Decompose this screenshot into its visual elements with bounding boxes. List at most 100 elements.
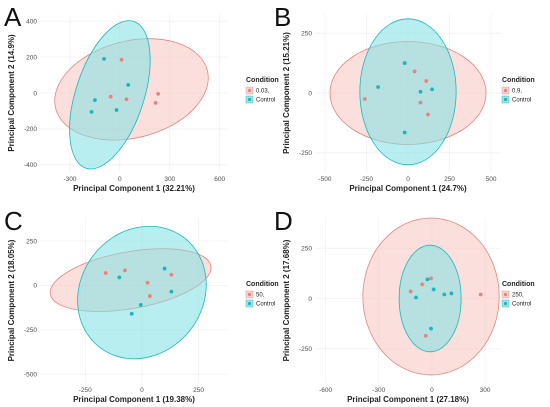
legend-key-point: [247, 301, 252, 306]
treated-point: [153, 100, 158, 105]
legend-title: Condition: [502, 281, 535, 288]
y-tick-label: -200: [24, 126, 37, 133]
y-tick-label: 200: [26, 54, 37, 61]
legend-key-point: [247, 88, 252, 93]
y-tick-label: -250: [299, 150, 312, 157]
y-tick-label: 0: [308, 90, 312, 97]
panel-letter: B: [274, 2, 291, 32]
confidence-ellipses: [329, 18, 487, 166]
control-point: [376, 85, 381, 89]
y-tick-label: -250: [24, 327, 37, 334]
x-tick-label: -250: [79, 387, 92, 394]
legend-key-point: [503, 97, 508, 102]
data-points: [362, 61, 434, 135]
x-tick-label: 250: [444, 176, 455, 183]
control-point: [169, 289, 174, 294]
treated-point: [169, 272, 174, 277]
treated-point: [420, 282, 425, 287]
legend: Condition 250, Control: [501, 281, 535, 308]
x-tick-label: 300: [480, 387, 491, 394]
y-tick-label: 400: [26, 18, 37, 25]
data-points: [408, 276, 483, 338]
x-tick-label: 600: [214, 176, 225, 183]
panel-letter: A: [4, 2, 22, 32]
control-point: [162, 266, 167, 271]
x-tick-label: 250: [193, 387, 204, 394]
y-tick-label: -400: [24, 162, 37, 169]
x-tick-label: 0: [140, 387, 144, 394]
legend-label: 0.03,: [256, 89, 270, 95]
control-ellipse: [69, 20, 151, 170]
control-point: [402, 130, 407, 135]
panel-letter: D: [274, 206, 293, 236]
data-points: [103, 266, 174, 316]
x-tick-label: 0: [430, 387, 434, 394]
confidence-ellipses: [54, 20, 209, 170]
panel-d: -600 -300 0 300 -250 0 250 Principal Component …: [274, 206, 535, 404]
legend-key-point: [503, 292, 508, 297]
x-tick-label: 300: [164, 176, 175, 183]
control-point: [431, 287, 436, 292]
y-axis-title: Principal Component 2 (15.21%): [282, 32, 291, 154]
legend-label: Control: [512, 98, 531, 104]
legend-title: Condition: [246, 281, 279, 288]
legend-title: Condition: [246, 77, 279, 84]
control-point: [425, 277, 430, 282]
x-axis-title: Principal Component 1 (32.21%): [73, 184, 195, 193]
legend-label: Control: [256, 98, 275, 104]
confidence-ellipses: [362, 217, 500, 376]
panel-a: -300 0 300 600 -400 -200 0 200 400 Principal Comp…: [4, 2, 279, 193]
x-tick-label: -500: [318, 176, 331, 183]
control-ellipse: [359, 18, 457, 166]
y-tick-label: 0: [308, 296, 312, 303]
y-tick-label: 250: [301, 245, 312, 252]
control-point: [114, 108, 119, 112]
legend-key-point: [247, 97, 252, 102]
control-ellipse: [398, 244, 462, 353]
treated-point: [119, 57, 124, 62]
control-point: [402, 61, 407, 65]
x-tick-label: -300: [63, 176, 76, 183]
treated-point: [423, 333, 428, 338]
control-point: [430, 87, 434, 92]
control-point: [102, 56, 106, 61]
treated-point: [478, 292, 483, 297]
x-tick-label: 0: [406, 176, 410, 183]
legend-key-point: [503, 301, 508, 306]
legend: Condition 0.9, Control: [501, 77, 535, 104]
control-point: [93, 98, 97, 103]
y-tick-label: 0: [33, 90, 37, 97]
treated-point: [412, 69, 417, 74]
treated-point: [418, 100, 423, 105]
treated-point: [426, 112, 430, 117]
x-axis-title: Principal Component 1 (19.38%): [73, 395, 195, 404]
treated-point: [424, 79, 429, 83]
control-point: [414, 295, 418, 300]
control-point: [418, 89, 423, 94]
legend: Condition 0.03, Control: [245, 77, 279, 104]
legend-label: 50,: [256, 293, 265, 299]
legend-label: Control: [512, 302, 531, 308]
treated-point: [123, 268, 127, 273]
control-point: [429, 326, 433, 331]
legend-key-point: [247, 292, 252, 297]
data-points: [89, 56, 161, 114]
treated-point: [124, 97, 129, 102]
x-tick-label: 0: [118, 176, 122, 183]
x-axis-title: Principal Component 1 (24.7%): [349, 184, 467, 193]
control-point: [126, 83, 131, 87]
treated-point: [147, 294, 152, 298]
confidence-ellipses: [49, 225, 212, 360]
legend-label: 0.9,: [512, 89, 522, 95]
panel-letter: C: [4, 206, 23, 236]
y-tick-label: 0: [33, 283, 37, 290]
legend-label: 250,: [512, 293, 524, 299]
x-tick-label: -250: [360, 176, 373, 183]
legend-title: Condition: [502, 77, 535, 84]
control-point: [129, 311, 134, 316]
legend-label: Control: [256, 302, 275, 308]
treated-point: [108, 94, 113, 99]
